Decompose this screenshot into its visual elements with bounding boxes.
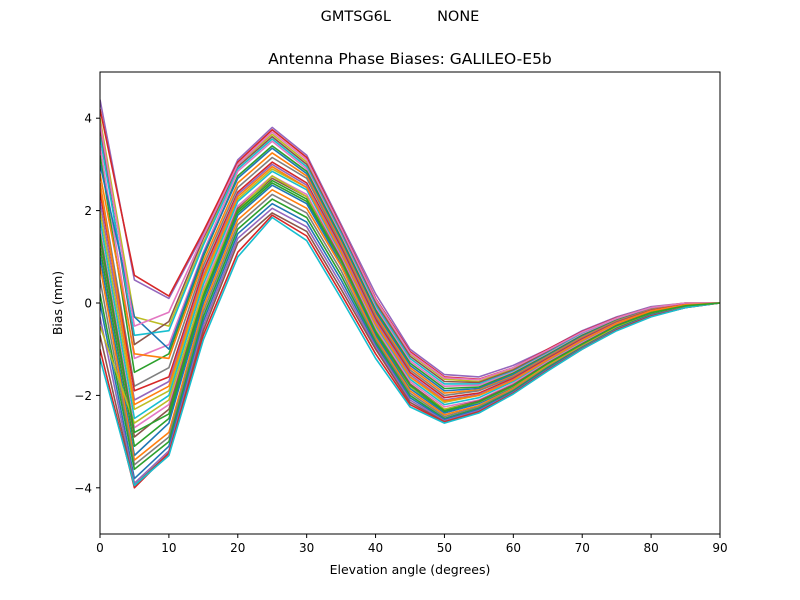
x-tick-label: 90 [712,541,727,555]
x-tick-label: 0 [96,541,104,555]
chart-title: Antenna Phase Biases: GALILEO-E5b [268,50,552,68]
series-line-10 [100,156,720,397]
series-line-28 [100,122,720,381]
y-tick-label: −2 [74,389,92,403]
series-line-30 [100,179,720,434]
x-tick-label: 50 [437,541,452,555]
series-layer [100,99,720,489]
x-tick-label: 80 [643,541,658,555]
x-tick-label: 60 [506,541,521,555]
series-line-26 [100,216,720,487]
x-axis-label: Elevation angle (degrees) [330,562,491,577]
y-tick-label: 4 [84,112,92,126]
x-tick-label: 20 [230,541,245,555]
y-tick-label: 0 [84,297,92,311]
figure-suptitle: GMTSG6L NONE [320,9,480,25]
series-line-29 [100,165,720,406]
y-tick-label: −4 [74,481,92,495]
x-tick-label: 10 [161,541,176,555]
x-tick-label: 30 [299,541,314,555]
x-tick-label: 40 [368,541,383,555]
y-axis-label: Bias (mm) [50,271,65,335]
x-tick-label: 70 [575,541,590,555]
series-line-1 [100,99,720,378]
axes-layer: 0 10 20 30 40 50 60 70 80 90 −4 −2 0 2 4 [74,71,728,555]
y-tick-label: 2 [84,204,92,218]
